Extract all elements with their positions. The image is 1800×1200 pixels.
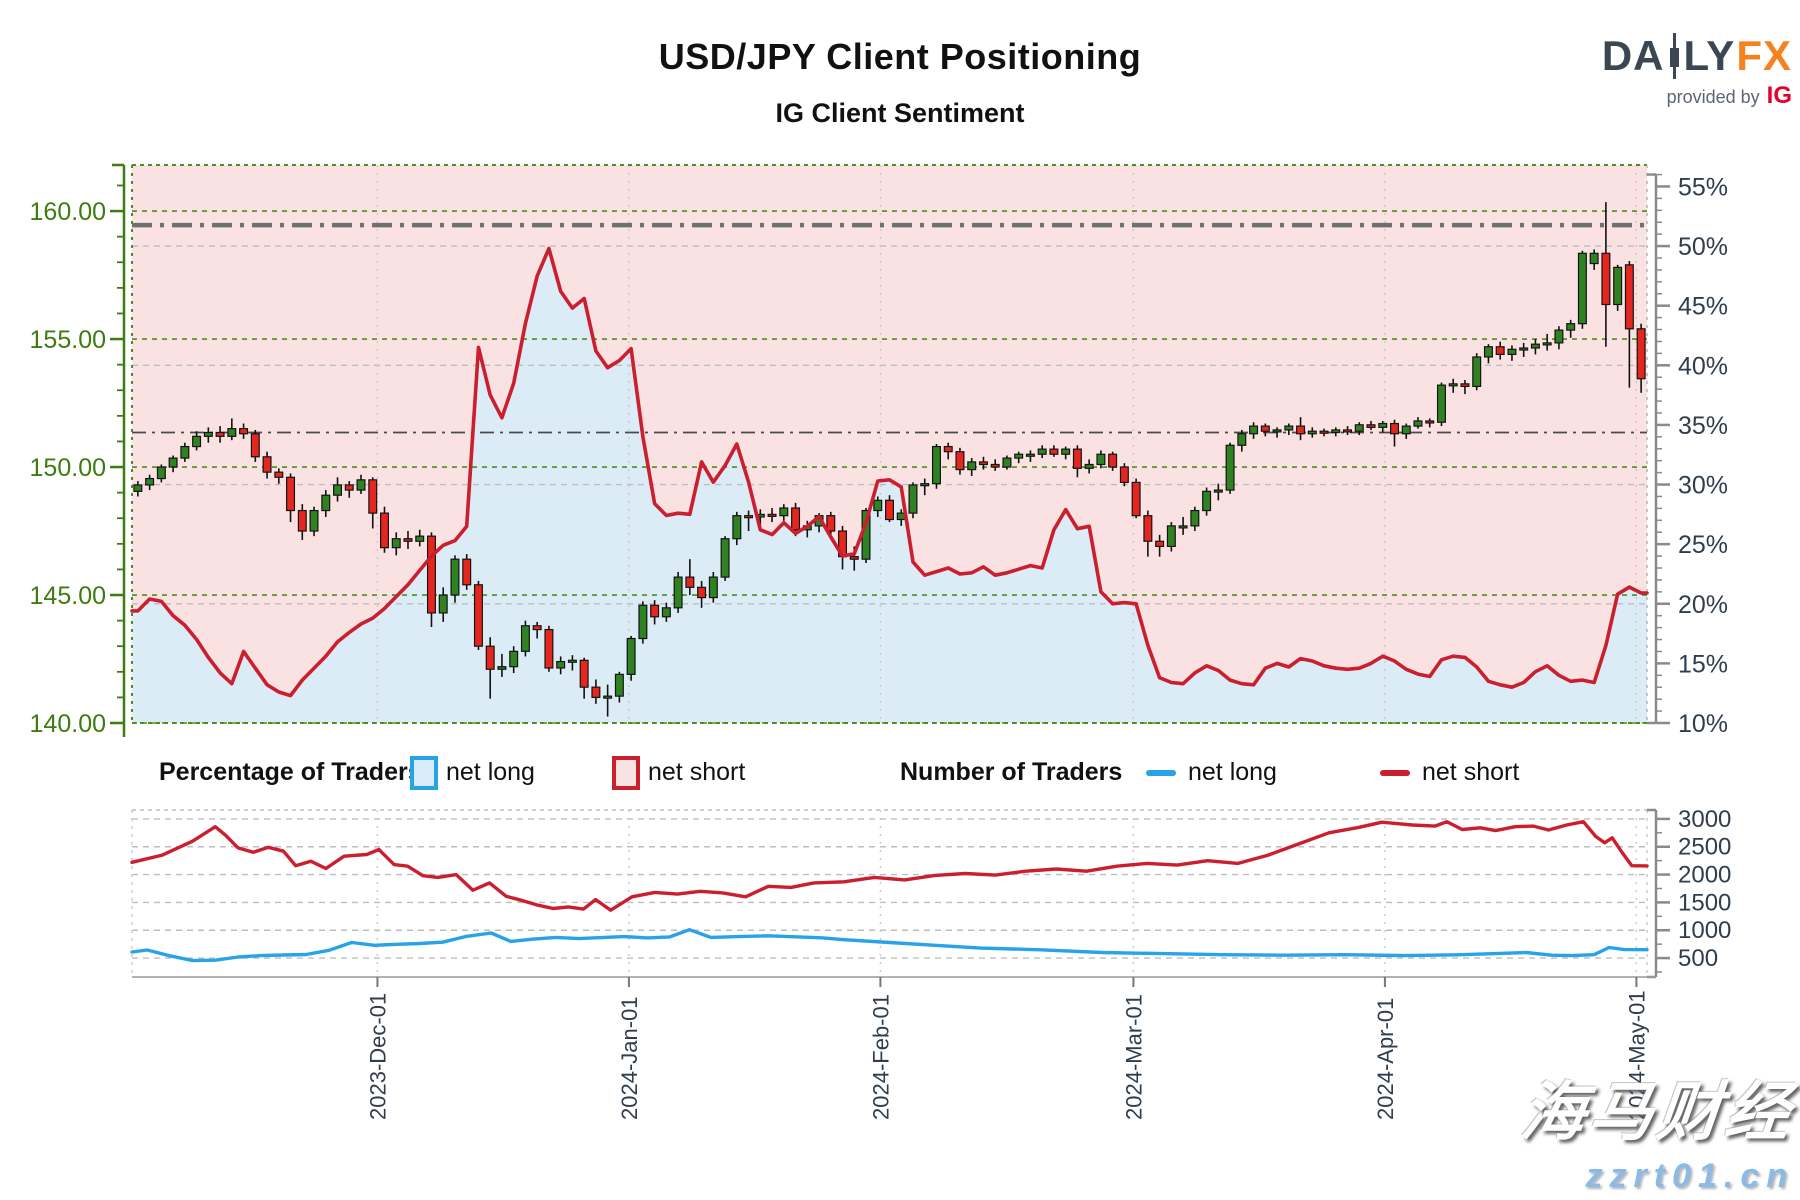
- percent-tick-label: 40%: [1678, 352, 1728, 380]
- percent-tick-label: 10%: [1678, 710, 1728, 738]
- traders-tick-label: 3000: [1678, 806, 1731, 833]
- main-gridlines: [131, 164, 1648, 724]
- date-tick-label: 2024-May-01: [1624, 990, 1649, 1120]
- traders-tick-label: 500: [1678, 945, 1718, 972]
- date-tick-label: 2024-Apr-01: [1373, 998, 1398, 1120]
- date-tick-label: 2024-Mar-01: [1121, 994, 1146, 1120]
- legend-num-header: Number of Traders: [900, 758, 1123, 786]
- net-short-area: [132, 165, 1647, 696]
- logo-text-fx: FX: [1736, 32, 1792, 79]
- sentiment-area-fills: [132, 165, 1647, 723]
- price-axis: 160.00 155.00 150.00 145.00 140.00: [30, 163, 126, 738]
- legend-pct-net-long-label: net long: [446, 758, 535, 786]
- legend-pct-header: Percentage of Traders: [159, 758, 422, 786]
- date-tick-label: 2023-Dec-01: [365, 993, 390, 1120]
- price-tick-label: 160.00: [30, 198, 106, 226]
- price-tick-label: 150.00: [30, 454, 106, 482]
- price-tick-label: 155.00: [30, 326, 106, 354]
- percent-axis: 55% 50% 45% 40% 35% 30% 25% 20% 15% 10%: [1647, 173, 1728, 738]
- legend-net-long-line-swatch: [1146, 770, 1176, 776]
- date-axis: 2023-Dec-01 2024-Jan-01 2024-Feb-01 2024-Ma…: [132, 976, 1656, 1120]
- reference-lines: [132, 222, 1647, 434]
- percent-tick-label: 55%: [1678, 173, 1728, 201]
- percent-tick-label: 45%: [1678, 293, 1728, 321]
- percent-tick-label: 15%: [1678, 650, 1728, 678]
- date-tick-label: 2024-Jan-01: [617, 996, 642, 1120]
- logo-text-da: DA: [1601, 32, 1665, 79]
- date-tick-label: 2024-Feb-01: [868, 994, 893, 1120]
- provided-by-text: provided by: [1666, 87, 1760, 107]
- traders-tick-label: 2500: [1678, 834, 1731, 861]
- percent-tick-label: 50%: [1678, 233, 1728, 261]
- legend-net-long-box-swatch: [410, 756, 438, 790]
- traders-net-short-line: [130, 820, 1649, 912]
- legend-net-short-line-swatch: [1380, 770, 1410, 776]
- percent-tick-label: 35%: [1678, 412, 1728, 440]
- dailyfx-wordmark: DA LY FX: [1582, 32, 1792, 80]
- legend-pct-net-short-label: net short: [648, 758, 746, 786]
- logo-text-ly: LY: [1683, 32, 1736, 79]
- candlestick-icon: [1668, 33, 1681, 79]
- percent-tick-label: 25%: [1678, 531, 1728, 559]
- traders-net-long-line: [130, 928, 1649, 963]
- price-tick-label: 140.00: [30, 710, 106, 738]
- legend: Percentage of Traders net long net short…: [0, 752, 1800, 796]
- price-tick-label: 145.00: [30, 582, 106, 610]
- legend-net-short-box-swatch: [612, 756, 640, 790]
- traders-chart: [130, 809, 1649, 977]
- traders-tick-label: 2000: [1678, 862, 1731, 889]
- traders-tick-label: 1000: [1678, 917, 1731, 944]
- ig-logo: IG: [1766, 82, 1792, 109]
- legend-num-net-short-label: net short: [1422, 758, 1520, 786]
- percent-tick-label: 30%: [1678, 472, 1728, 500]
- traders-tick-label: 1500: [1678, 889, 1731, 916]
- percent-tick-label: 20%: [1678, 591, 1728, 619]
- sentiment-net-short-line: [130, 246, 1649, 698]
- provided-by-line: provided by IG: [1582, 82, 1792, 110]
- dailyfx-logo: DA LY FX provided by IG: [1582, 32, 1792, 110]
- legend-num-net-long-label: net long: [1188, 758, 1277, 786]
